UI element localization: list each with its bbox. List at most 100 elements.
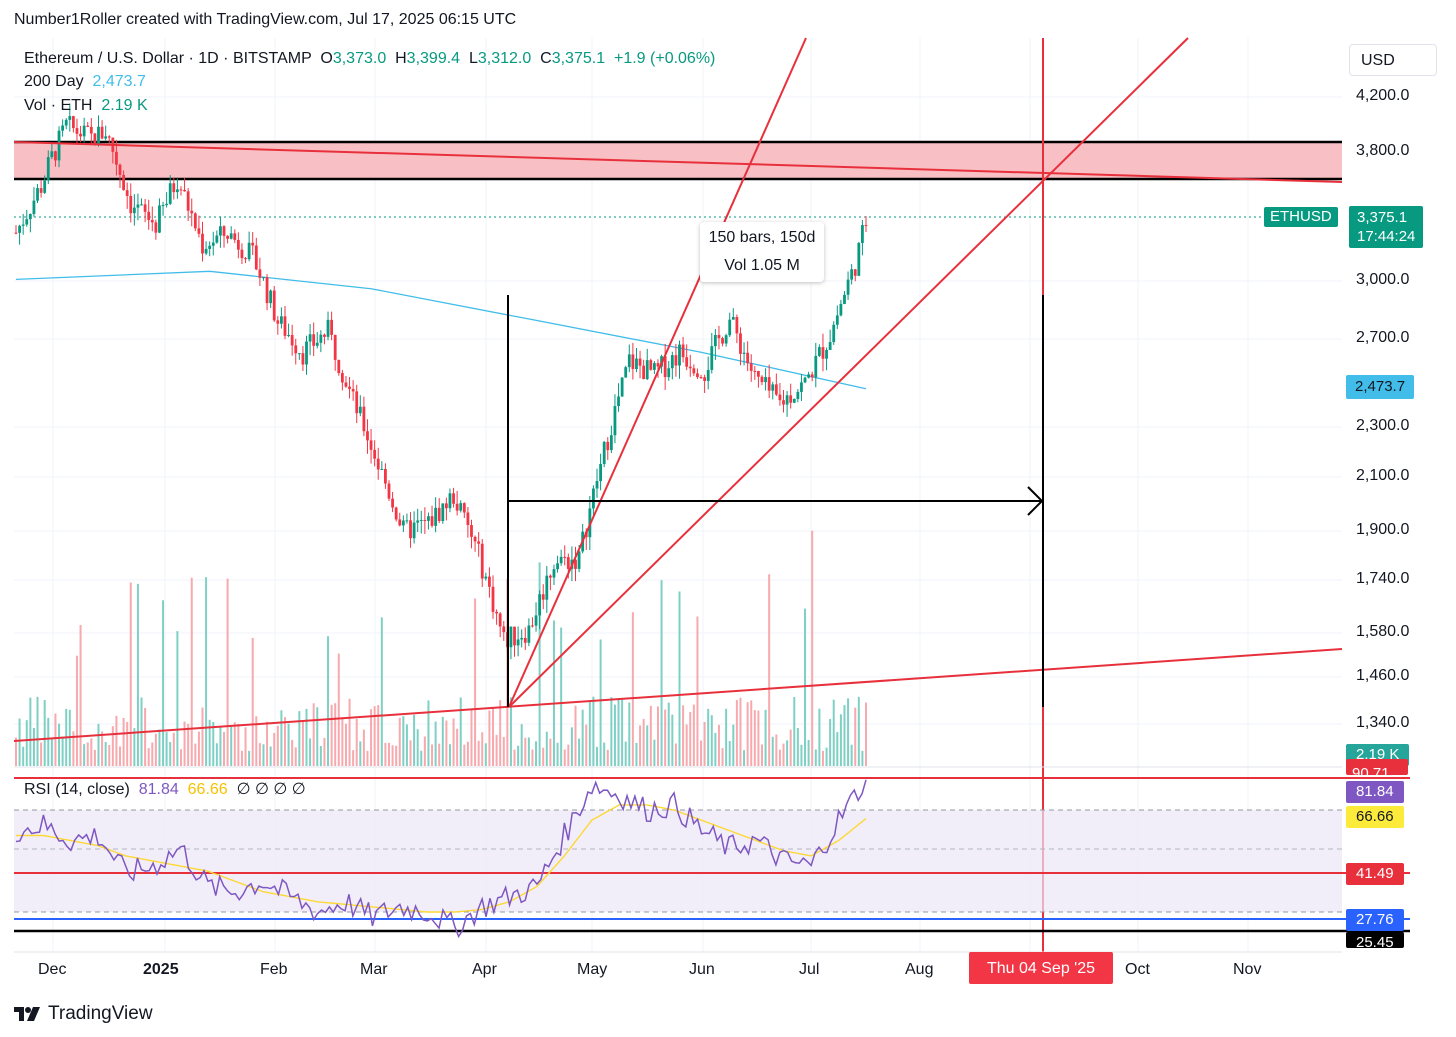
volume-bar [588,702,591,766]
volume-bar [682,705,685,766]
rsi-tag-top: 90.71 [1346,759,1408,775]
volume-bar [513,749,516,766]
candle-body [193,213,197,229]
candle-body [444,503,448,509]
candle-body [717,334,721,339]
candle-body [262,277,265,279]
volume-bar [520,724,523,766]
candle-body [32,200,36,215]
candle-body [326,319,330,337]
volume-bar [481,732,484,766]
candle-body [674,355,678,366]
volume-bar [452,718,455,766]
volume-bar [768,574,771,766]
candle-body [186,191,190,211]
legend-symbol[interactable]: Ethereum / U.S. Dollar · 1D · BITSTAMP [24,50,312,67]
descending-trendline[interactable] [13,141,1343,183]
volume-bar [592,696,595,766]
volume-bar [843,705,846,766]
volume-bar [585,724,588,766]
volume-bar [606,749,609,766]
volume-bar [352,750,355,766]
candle-body [391,498,394,508]
candle-body [563,556,567,558]
volume-bar [108,745,111,766]
volume-bar [664,709,667,766]
volume-bar [631,612,634,766]
volume-bar [610,697,613,766]
candle-body [835,315,839,325]
long-support-trendline[interactable] [13,648,1343,742]
rsi-tag-level-bottom: 25.45 [1346,932,1404,948]
x-tick-mar: Mar [360,961,388,978]
legend-close: 3,375.1 [551,50,606,67]
volume-bar [230,725,233,766]
candle-body [595,481,599,489]
volume-bar [549,738,552,766]
y-tick-label: 2,300.0 [1356,417,1410,434]
candle-body [728,319,732,336]
candle-body [545,575,549,600]
candle-body [154,222,158,233]
x-tick-apr: Apr [472,961,497,978]
volume-bar [667,702,670,766]
candle-body [534,615,538,626]
candle-body [538,594,542,616]
legend-ma[interactable]: 200 Day 2,473.7 [24,72,146,92]
candle-body [272,290,276,321]
candle-body [488,576,491,587]
volume-bar [366,750,369,766]
volume-bar [746,702,749,766]
candle-body [104,136,108,139]
candle-body [713,334,717,347]
volume-bar [219,726,222,766]
candle-body [495,611,498,614]
candle-body [376,458,380,470]
candle-body [254,245,258,270]
currency-button[interactable]: USD [1349,44,1437,76]
candle-body [337,359,341,374]
candle-body [635,358,638,370]
candle-body [559,556,563,564]
volume-bar [448,744,451,766]
volume-bar [603,742,606,766]
volume-bar [456,728,459,766]
rsi-ma-value: 66.66 [187,781,228,798]
steep-trendline[interactable] [508,37,807,708]
volume-bar [431,744,434,766]
candle-body [125,190,129,196]
volume-bar [656,706,659,766]
candle-body [652,363,656,370]
volume-bar [194,743,197,766]
volume-bar [29,697,32,766]
candle-body [548,575,552,578]
legend-volume[interactable]: Vol · ETH 2.19 K [24,96,148,116]
volume-bar [811,530,814,766]
volume-bar [732,724,735,766]
volume-bar [334,703,337,766]
volume-bar [50,738,53,766]
candle-body [219,226,222,236]
rising-support-trendline[interactable] [508,37,1189,708]
volume-bar [409,740,412,766]
candle-body [204,248,208,254]
y-tick-label: 1,580.0 [1356,623,1410,640]
candle-body [283,316,287,336]
volume-bar [223,732,226,766]
candle-body [430,516,434,526]
volume-bar [628,702,631,766]
candle-body [118,164,122,175]
candle-body [344,382,348,387]
candle-body [706,369,710,381]
candle-body [803,377,807,383]
candle-body [348,386,351,389]
volume-bar [391,745,394,766]
volume-bar [570,727,573,766]
volume-bar [262,744,265,766]
volume-bar [273,732,276,766]
candle-body [509,626,513,648]
rsi-legend[interactable]: RSI (14, close) 81.84 66.66 ∅ ∅ ∅ ∅ [24,780,306,800]
candle-body [606,441,610,451]
footer-brand[interactable]: TradingView [14,1003,153,1025]
